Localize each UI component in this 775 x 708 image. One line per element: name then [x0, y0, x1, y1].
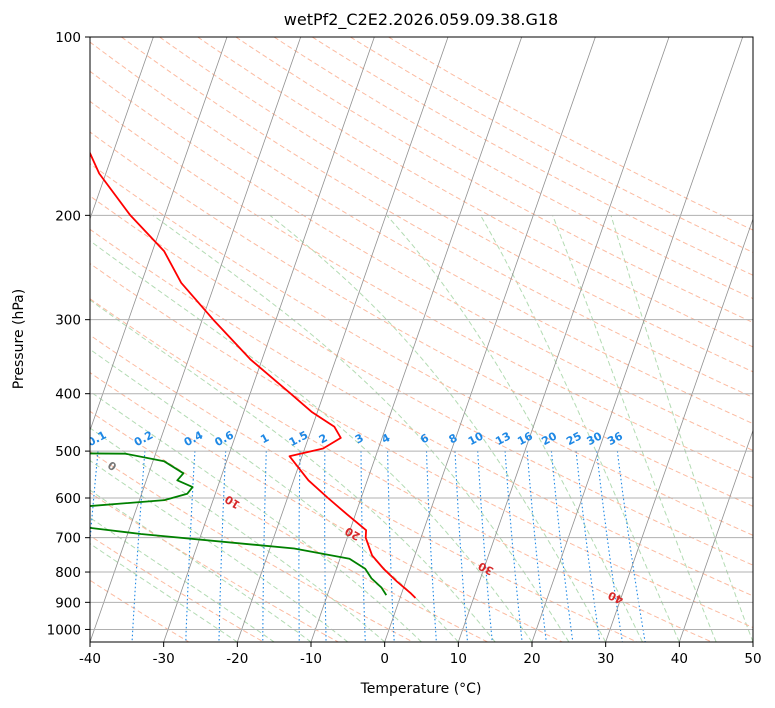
x-tick-label: 10: [450, 651, 467, 667]
y-tick-label: 900: [55, 595, 81, 611]
isotherm-line: [384, 37, 596, 642]
dry-adiabats: [90, 37, 753, 642]
dry-adiabat-line: [90, 262, 753, 629]
y-tick-label: 500: [55, 444, 81, 460]
x-tick-label: -20: [226, 651, 248, 667]
dry-adiabat-line: [350, 37, 753, 253]
plot-frame: [89, 36, 754, 643]
x-tick-label: 0: [380, 651, 389, 667]
moist-adiabat-line: [610, 215, 753, 642]
y-tick-label: 700: [55, 531, 81, 547]
x-axis: -40 -30 -20 -10 0 10 20 30 40 50: [79, 642, 762, 667]
isotherm-line: [163, 37, 375, 642]
isotherm-line: [531, 37, 744, 642]
isotherm-line: [90, 37, 154, 221]
moist-adiabat-line: [90, 299, 496, 642]
x-tick-label: 40: [671, 651, 688, 667]
x-tick-label: -10: [300, 651, 322, 667]
dry-adiabat-line: [90, 228, 753, 597]
y-tick-label: 300: [55, 313, 81, 329]
dry-adiabat-line: [90, 492, 339, 642]
moist-adiabat-line: [90, 489, 312, 642]
mixing-ratio-line: [360, 451, 366, 642]
y-tick-label: 400: [55, 387, 81, 403]
dry-adiabat-line: [197, 37, 753, 348]
y-tick-label: 600: [55, 491, 81, 507]
dewpoint-trace: [90, 452, 388, 596]
x-tick-label: -30: [153, 651, 175, 667]
dry-adiabat-line: [90, 41, 753, 425]
isotherm-line: [236, 37, 449, 642]
chart-title: wetPf2_C2E2.2026.059.09.38.G18: [284, 10, 558, 30]
mixing-ratio-line: [454, 451, 469, 642]
moist-adiabat-line: [90, 390, 422, 642]
y-tick-label: 100: [55, 30, 81, 46]
isotherm-line: [605, 217, 753, 642]
dry-adiabat-line: [90, 195, 753, 566]
y-axis-title: Pressure (hPa): [11, 289, 27, 389]
mixing-ratio-line: [550, 451, 574, 642]
moist-adiabat-line: [386, 214, 643, 642]
mixing-ratio-line: [596, 451, 623, 642]
dry-adiabat-line: [121, 37, 753, 398]
plot-area: -100-90-80-70-60-50-40-30-20-10010203040…: [90, 37, 753, 642]
mixing-ratio-label: 20: [539, 429, 559, 448]
pressure-gridlines: [90, 37, 753, 630]
mixing-ratio-line: [575, 451, 601, 642]
dry-adiabat-line: [90, 131, 753, 507]
temperature-trace: [90, 151, 417, 599]
mixing-ratio-line: [387, 451, 395, 642]
dry-adiabat-line: [90, 298, 712, 642]
dry-adiabat-line: [90, 334, 638, 642]
line-labels: -100-90-80-70-60-50-40-30-20-10010203040…: [90, 428, 626, 606]
isotherms: [90, 37, 753, 642]
mixing-ratio-line: [504, 451, 523, 642]
dry-adiabat-line: [90, 100, 753, 479]
dry-adiabat-line: [273, 37, 753, 300]
moist-adiabat-line: [90, 348, 459, 642]
dry-adiabat-line: [90, 450, 414, 642]
mixing-ratio-line: [526, 451, 547, 642]
y-tick-label: 200: [55, 208, 81, 224]
y-tick-label: 1000: [47, 622, 81, 638]
mixing-ratio-line: [262, 451, 267, 642]
mixing-ratio-line: [218, 451, 227, 642]
x-tick-label: 20: [523, 651, 540, 667]
y-tick-label: 800: [55, 565, 81, 581]
x-axis-title: Temperature (°C): [360, 681, 482, 697]
moist-adiabat-line: [90, 240, 533, 642]
isotherm-line: [678, 429, 753, 642]
isotherm-line: [310, 37, 523, 642]
x-tick-label: 50: [744, 651, 761, 667]
dry-adiabat-label: 40: [606, 588, 626, 606]
moist-adiabat-line: [269, 214, 607, 642]
y-axis: 100 200 300 400 500 600 700 800 900 1000: [47, 30, 90, 638]
mixing-ratio-label: 25: [564, 429, 584, 448]
isotherm-line: [457, 37, 670, 642]
x-tick-label: 30: [597, 651, 614, 667]
mixing-ratio-label: 36: [605, 429, 625, 448]
isotherm-line: [90, 37, 302, 642]
mixing-ratio-label: 10: [466, 429, 486, 448]
x-tick-label: -40: [79, 651, 101, 667]
mixing-ratio-line: [298, 451, 301, 642]
mixing-ratio-label: 16: [515, 429, 535, 448]
dry-adiabat-line: [90, 163, 753, 536]
mixing-ratio-label: 30: [585, 429, 605, 448]
moist-adiabat-line: [480, 215, 680, 642]
mixing-ratio-label: 13: [493, 429, 513, 448]
isotherm-line: [90, 37, 228, 432]
mixing-ratio-line: [131, 451, 146, 642]
mixing-ratio-line: [324, 451, 327, 642]
moist-adiabat-line: [90, 542, 238, 642]
sounding-traces: [90, 151, 417, 599]
mixing-ratio-line: [185, 451, 196, 642]
dry-adiabat-label: 30: [476, 559, 496, 578]
moist-adiabat-line: [90, 427, 386, 642]
moist-adiabat-line: [90, 516, 275, 642]
mixing-ratio-line: [425, 451, 437, 642]
mixing-ratio-line: [616, 451, 646, 642]
dry-adiabat-line: [90, 70, 753, 451]
